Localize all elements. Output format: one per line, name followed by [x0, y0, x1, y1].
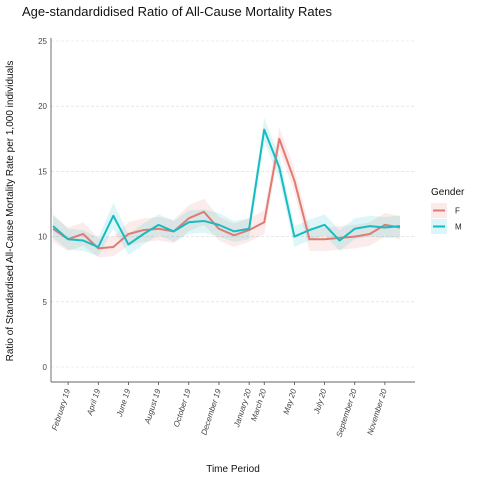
y-tick-label: 25 [38, 37, 47, 46]
legend-title: Gender [431, 187, 465, 198]
y-tick-label: 15 [38, 167, 47, 176]
x-tick-label: April 19 [85, 387, 102, 417]
y-tick-label: 0 [43, 363, 48, 372]
x-tick-label: June 19 [115, 387, 133, 418]
x-tick-label: September 20 [335, 387, 359, 438]
x-tick-labels: February 19 April 19 June 19 August 19 Octob… [50, 387, 389, 438]
x-tick-label: August 19 [143, 387, 163, 426]
confidence-band-m [53, 117, 400, 257]
x-tick-label: November 20 [365, 387, 389, 436]
chart-title: Age-standardidised Ratio of All-Cause Mo… [22, 4, 332, 19]
gridlines [51, 40, 415, 368]
y-tick-label: 20 [38, 102, 47, 111]
confidence-band-f [53, 127, 400, 258]
y-tick-label: 10 [38, 233, 47, 242]
y-axis-title: Ratio of Standardised All-Cause Mortalit… [5, 61, 16, 362]
series-line-m [52, 128, 401, 249]
x-tick-label: July 20 [312, 387, 329, 415]
legend-label-m: M [455, 223, 462, 232]
x-tick-label: October 19 [172, 387, 193, 428]
axes [50, 38, 415, 385]
legend: Gender FM [431, 187, 465, 234]
y-tick-labels: 0 5 10 15 20 25 [38, 37, 47, 372]
x-tick-label: January 20 [232, 387, 253, 429]
y-tick-label: 5 [43, 298, 48, 307]
series-lines [52, 128, 401, 250]
x-tick-label: December 19 [199, 387, 223, 436]
legend-label-f: F [455, 207, 460, 216]
x-tick-label: February 19 [50, 387, 72, 431]
x-tick-label: May 20 [282, 387, 299, 415]
x-axis-title: Time Period [206, 464, 260, 475]
confidence-bands [53, 117, 400, 258]
